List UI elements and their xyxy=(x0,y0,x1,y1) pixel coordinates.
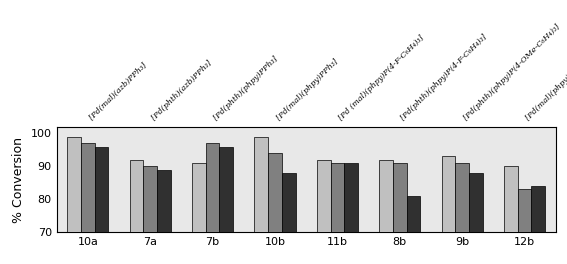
Bar xyxy=(268,153,282,264)
Bar xyxy=(469,173,483,264)
Bar xyxy=(192,163,206,264)
Bar xyxy=(442,156,455,264)
Y-axis label: % Conversion: % Conversion xyxy=(12,136,26,223)
Bar xyxy=(67,137,81,264)
Bar xyxy=(518,190,531,264)
Bar xyxy=(407,196,420,264)
Bar xyxy=(282,173,295,264)
Bar xyxy=(317,160,331,264)
Bar xyxy=(255,137,268,264)
Bar xyxy=(344,163,358,264)
Bar xyxy=(531,186,545,264)
Bar xyxy=(331,163,344,264)
Bar xyxy=(206,143,219,264)
Bar xyxy=(157,170,171,264)
Bar xyxy=(379,160,393,264)
Bar xyxy=(504,166,518,264)
Bar xyxy=(143,166,157,264)
Bar xyxy=(81,143,95,264)
Bar xyxy=(455,163,469,264)
Bar xyxy=(95,147,108,264)
Bar xyxy=(130,160,143,264)
Bar xyxy=(393,163,407,264)
Bar xyxy=(219,147,233,264)
